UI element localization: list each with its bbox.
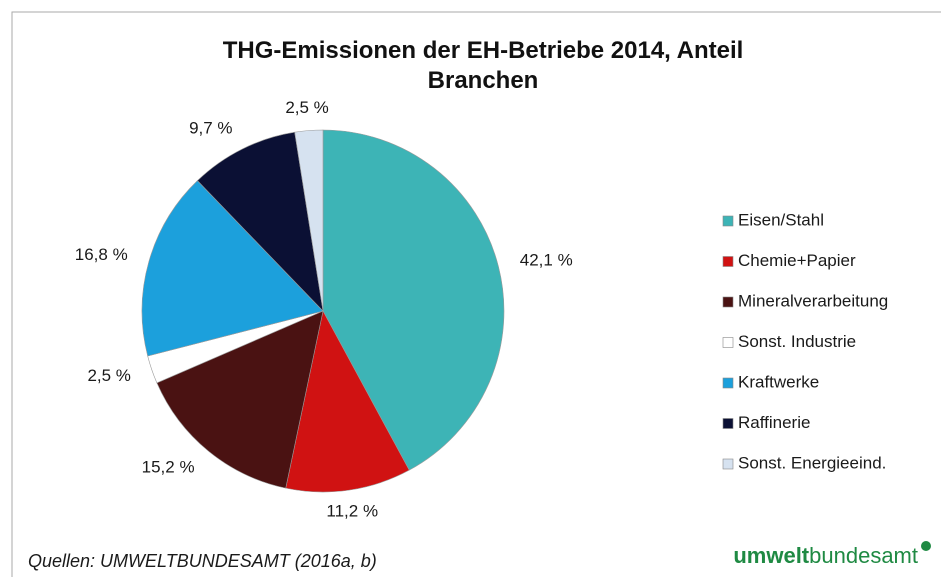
pie-slice	[294, 129, 324, 312]
pie-slice	[156, 310, 324, 489]
legend-swatch	[722, 418, 734, 429]
data-label: 15,2 %	[142, 458, 195, 477]
legend-label: Kraftwerke	[738, 372, 819, 391]
logo-bold: umwelt	[733, 543, 809, 568]
chart-title: THG-Emissionen der EH-Betriebe 2014, Ant…	[222, 37, 744, 94]
data-label: 2,5 %	[87, 366, 130, 385]
legend-label: Sonst. Industrie	[738, 332, 856, 351]
legend-swatch	[722, 296, 734, 308]
logo-rest: bundesamt	[809, 543, 918, 568]
pie-slice	[141, 180, 324, 357]
legend-label: Raffinerie	[738, 413, 810, 432]
pie-slice	[285, 310, 410, 493]
data-label: 2,5 %	[285, 98, 328, 117]
legend-label: Chemie+Papier	[738, 251, 856, 270]
pie-slice	[197, 131, 324, 312]
data-label: 42,1 %	[520, 251, 573, 270]
legend-label: Mineralverarbeitung	[738, 291, 888, 310]
source: Quellen: UMWELTBUNDESAMT (2016a, b)	[28, 551, 377, 571]
data-label: 9,7 %	[189, 119, 232, 138]
legend-swatch	[722, 377, 734, 389]
legend-swatch	[722, 215, 734, 227]
legend-swatch	[722, 337, 734, 348]
frame	[11, 11, 941, 577]
legend-swatch	[722, 458, 734, 470]
pie-slice	[322, 129, 505, 471]
logo: umweltbundesamt	[733, 543, 918, 568]
logo-icon	[921, 541, 931, 551]
legend-label: Eisen/Stahl	[738, 210, 824, 229]
data-label: 11,2 %	[326, 501, 378, 520]
legend-label: Sonst. Energieeind.	[738, 453, 886, 472]
legend-swatch	[722, 256, 734, 267]
data-label: 16,8 %	[75, 245, 128, 264]
